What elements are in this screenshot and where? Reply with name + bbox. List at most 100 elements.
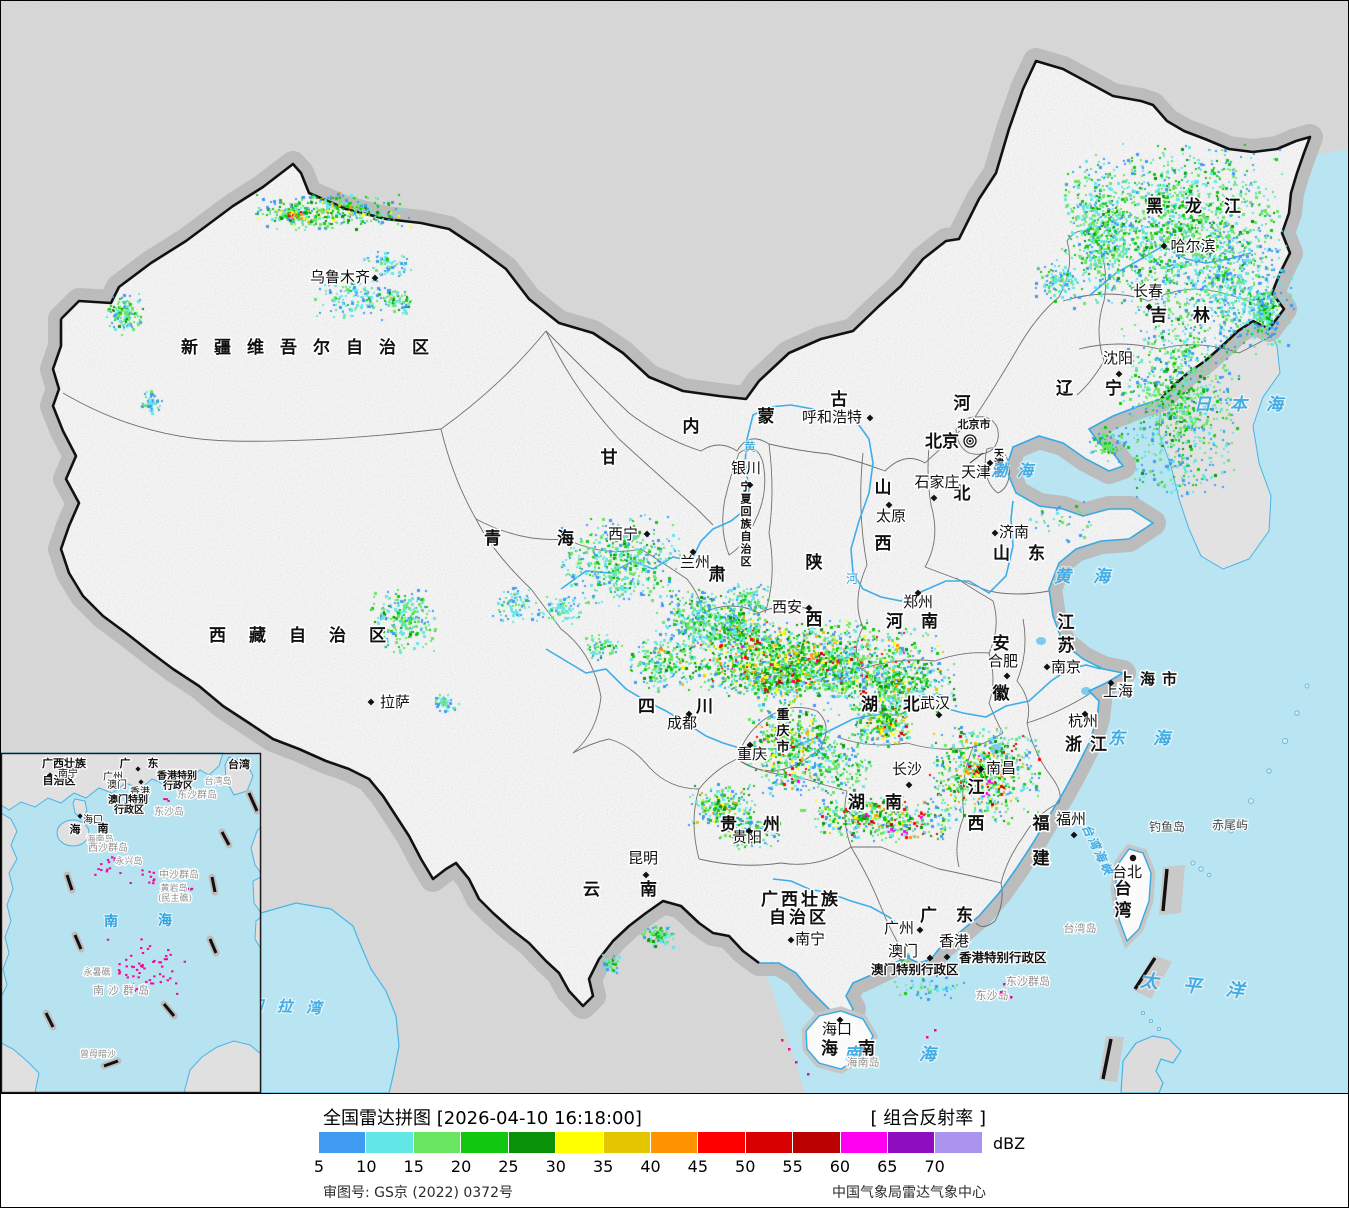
islet-speck [151,982,155,985]
province-label: 广东 [920,905,992,926]
islet-speck [98,1049,101,1052]
islet-speck [113,857,116,860]
city-label: 南昌 [986,759,1016,777]
islet-speck [138,972,141,974]
islet-speck [100,863,103,866]
sea-label: 黄海 [1054,567,1132,587]
islet-speck [119,872,122,875]
province-label: 甘 [601,447,618,468]
city-marker-icon [930,494,938,502]
city-marker-icon [935,711,943,719]
islet-speck [115,860,118,863]
city-marker-icon [805,604,813,612]
dash-segment [247,792,259,812]
province-label: 河南 [886,611,956,632]
province-label: 西藏自治区 [209,625,409,646]
tianjin-pointer-line [969,452,984,464]
dbz-tick: 15 [403,1157,424,1176]
city-label: 贵阳 [732,828,762,846]
city-label: 乌鲁木齐 [310,268,370,286]
islet-speck [143,967,146,970]
colorbar-segment-60 [840,1132,888,1153]
city-marker-icon [977,765,985,773]
islet-speck [788,1048,791,1051]
colorbar-segment-15 [413,1132,461,1153]
islet-speck [118,963,121,966]
islet-speck [132,975,135,978]
islet-speck [126,976,129,979]
islet-speck [926,1036,929,1039]
city-label: 合肥 [988,652,1018,670]
dash-segment [210,876,217,893]
province-label: 辽宁 [1056,378,1154,399]
province-label: 广西壮族 [761,889,841,910]
islet-speck [131,983,135,986]
misc-label: 黄 [744,440,756,454]
islet-speck [100,1048,103,1051]
china-radar-map: 新疆维吾尔自治区 西藏自治区 青海 内 蒙 古甘肃 宁夏回族自治区 陕西 山西 河北 山东 河南 江苏 安… [1,1,1348,1093]
city-marker-icon [885,501,893,509]
city-label: 西宁 [608,525,638,543]
colorbar-segment-70 [935,1132,982,1153]
province-label: 贵州 [720,814,806,835]
islet-speck [138,962,141,965]
islet-speck [163,958,167,961]
city-label: 济南 [999,523,1029,541]
province-label: 北京市 [958,417,991,431]
islet-speck [1010,996,1013,999]
city-marker-icon [1145,303,1153,311]
city-label: 拉萨 [380,693,410,711]
city-marker-icon [991,529,999,537]
islet-speck [106,938,110,941]
islet-speck [97,868,100,871]
inset-label: 台湾 [228,757,250,771]
dbz-tick: 25 [498,1157,519,1176]
colorbar-segment-30 [556,1132,603,1153]
islet-speck [795,1061,798,1064]
city-marker-icon [986,459,994,467]
islet-speck [152,961,155,963]
inset-label: 行政区 [113,803,144,816]
city-marker-icon [135,766,141,772]
city-marker-icon [367,698,375,706]
colorbar-segment-20 [461,1132,508,1153]
colorbar-segment-65 [888,1132,935,1153]
capital-label: 北京 [925,431,959,452]
city-marker-icon [643,530,651,538]
inset-label: 广西壮族 [42,756,87,770]
dash-segment [103,1059,119,1068]
inset-nine-dash-line [42,789,261,1070]
city-label: 澳门 [888,942,918,960]
city-label: 长春 [1133,282,1163,300]
inset-label: 西沙群岛 [88,841,128,854]
islet-speck [153,975,156,978]
dbz-unit-label: dBZ [993,1134,1026,1153]
islet-speck [106,858,110,861]
islet-speck [132,966,135,969]
islet-speck [159,981,162,984]
islet-speck [149,875,153,878]
misc-label: 海南岛 [847,1055,880,1069]
sea-label: 渤海 [991,461,1043,480]
city-label: 杭州 [1068,712,1098,730]
city-marker-icon [371,274,379,282]
inset-label: 东 [148,756,159,770]
colorbar-segment-10 [366,1132,413,1153]
province-label: 古 [831,389,848,410]
inset-label: 广 [120,756,131,770]
city-label: 银川 [731,459,761,477]
colorbar-segment-35 [603,1132,650,1153]
inset-label: 黄岩岛 [160,882,187,894]
islet-speck [152,871,155,874]
islet-speck [169,977,172,980]
islet-speck [141,964,144,966]
misc-label: 台湾岛 [1064,921,1097,935]
islet-speck [117,969,121,972]
dbz-tick: 45 [687,1157,709,1176]
city-label: 福州 [1056,810,1086,828]
dbz-tick: 60 [829,1157,851,1176]
